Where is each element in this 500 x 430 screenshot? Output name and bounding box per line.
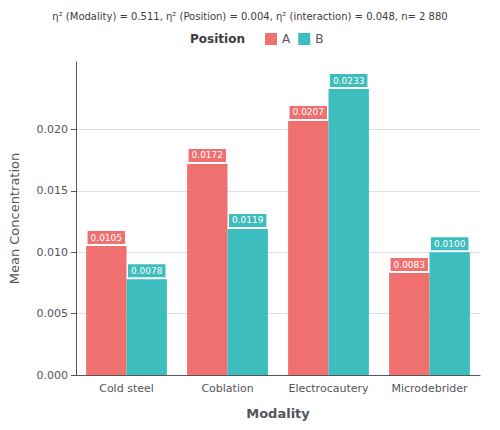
svg-text:Coblation: Coblation [201,382,253,395]
svg-text:0.000: 0.000 [37,369,69,382]
svg-text:0.0083: 0.0083 [394,260,426,270]
svg-text:0.0105: 0.0105 [91,233,123,243]
svg-text:0.0207: 0.0207 [293,107,325,117]
svg-text:0.005: 0.005 [37,307,69,320]
svg-text:Position: Position [190,32,245,46]
svg-text:0.0172: 0.0172 [192,150,224,160]
svg-text:0.0100: 0.0100 [434,239,466,249]
svg-text:Mean Concentration: Mean Concentration [7,153,22,285]
svg-text:A: A [282,32,291,46]
svg-text:B: B [315,32,323,46]
svg-text:Cold steel: Cold steel [99,382,154,395]
svg-text:Modality: Modality [246,406,310,421]
svg-text:0.0119: 0.0119 [232,215,264,225]
svg-text:Electrocautery: Electrocautery [288,382,369,395]
svg-text:η² (Modality) = 0.511, η² (Pos: η² (Modality) = 0.511, η² (Position) = 0… [52,11,447,22]
svg-text:0.0233: 0.0233 [333,76,365,86]
svg-text:Microdebrider: Microdebrider [391,382,468,395]
svg-text:0.015: 0.015 [37,184,69,197]
svg-text:0.0078: 0.0078 [131,266,163,276]
svg-text:0.010: 0.010 [37,246,69,259]
svg-text:0.020: 0.020 [37,123,69,136]
